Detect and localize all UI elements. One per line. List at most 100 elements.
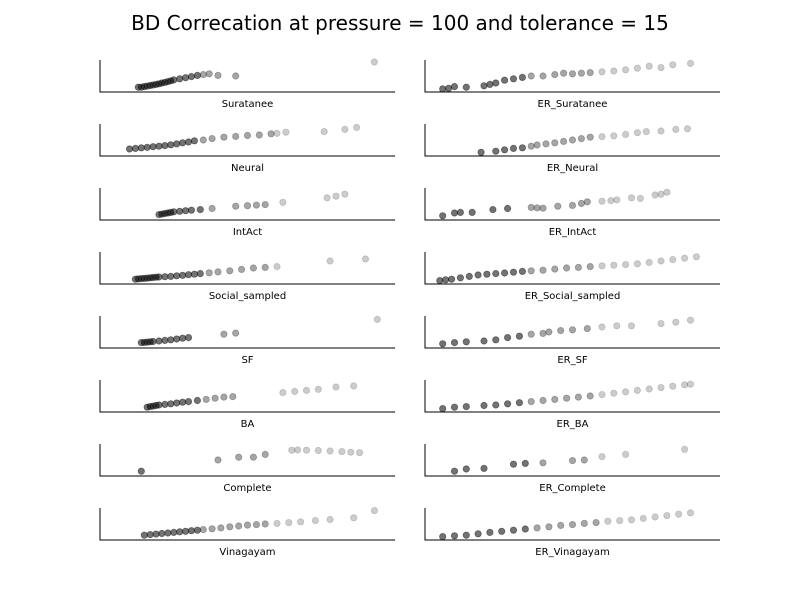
panel-label-neural: Neural: [231, 163, 264, 174]
data-point: [193, 71, 201, 80]
data-point: [462, 531, 470, 539]
panel-ba: BA: [99, 380, 395, 430]
panels: Suratanee ER_Suratanee Neural ER_Neural IntA…: [99, 58, 720, 558]
data-point: [583, 198, 591, 206]
data-point: [249, 264, 257, 272]
data-point: [450, 209, 459, 217]
data-point: [347, 448, 355, 456]
panel-axes: [424, 316, 720, 349]
data-point: [161, 400, 169, 408]
data-point: [332, 383, 340, 391]
data-point: [439, 340, 447, 348]
data-point: [568, 520, 577, 529]
data-point: [527, 330, 535, 338]
data-point: [167, 272, 175, 280]
panel-label-complete: Complete: [223, 483, 271, 494]
data-point: [465, 272, 473, 280]
data-point: [586, 262, 594, 271]
data-point: [486, 80, 494, 89]
data-point: [170, 528, 178, 537]
data-point: [193, 526, 201, 534]
data-point: [642, 128, 650, 136]
data-point: [170, 208, 178, 216]
data-point: [503, 333, 512, 342]
data-point: [176, 207, 184, 215]
panel-label-er-ba: ER_BA: [557, 419, 589, 430]
data-point: [621, 450, 630, 458]
data-point: [498, 527, 506, 535]
panel-axes: [424, 60, 720, 93]
data-point: [261, 450, 269, 458]
panel-axes: [424, 252, 720, 285]
panel-neural: Neural: [99, 123, 395, 174]
panel-label-er-social-sampled: ER_Social_sampled: [525, 291, 621, 302]
data-point: [167, 400, 175, 408]
data-point: [373, 315, 381, 323]
data-point: [252, 201, 260, 209]
panel-label-suratanee: Suratanee: [222, 99, 274, 110]
data-point: [672, 318, 680, 326]
data-point: [627, 194, 636, 202]
panel-suratanee: Suratanee: [99, 58, 395, 110]
data-point: [450, 403, 459, 411]
data-point: [285, 518, 293, 527]
panel-axes: [99, 60, 395, 93]
data-point: [539, 72, 547, 80]
data-point: [125, 145, 134, 153]
data-point: [492, 147, 500, 155]
data-point: [179, 271, 187, 279]
data-point: [686, 59, 695, 68]
data-point: [320, 128, 328, 136]
data-point: [338, 447, 346, 456]
data-point: [577, 69, 586, 77]
data-point: [657, 127, 665, 135]
data-point: [562, 264, 571, 272]
data-point: [580, 519, 588, 528]
data-point: [500, 76, 509, 84]
panel-axes: [99, 380, 395, 413]
data-point: [559, 69, 568, 77]
data-point: [261, 263, 269, 271]
data-point: [686, 380, 695, 388]
data-point: [182, 527, 190, 535]
data-point: [220, 330, 228, 338]
panel-intact: IntAct: [99, 188, 395, 238]
data-point: [680, 445, 689, 453]
data-point: [613, 196, 621, 204]
data-point: [533, 141, 541, 149]
data-point: [232, 132, 240, 140]
panel-er-complete: ER_Complete: [424, 444, 720, 494]
panel-axes: [99, 124, 395, 157]
data-point: [214, 456, 222, 464]
data-point: [500, 269, 509, 277]
panel-axes: [99, 316, 395, 349]
data-point: [551, 395, 559, 403]
data-point: [179, 139, 187, 147]
data-point: [669, 61, 677, 69]
data-point: [161, 336, 169, 344]
data-point: [450, 338, 459, 347]
panel-label-sf: SF: [241, 355, 253, 366]
data-point: [663, 188, 671, 196]
data-point: [604, 517, 612, 525]
data-point: [273, 519, 281, 528]
data-point: [243, 202, 252, 210]
data-point: [462, 402, 470, 411]
panel-label-social-sampled: Social_sampled: [209, 291, 286, 302]
data-point: [539, 266, 547, 274]
panel-axes: [424, 444, 720, 477]
data-point: [627, 322, 636, 330]
data-point: [173, 140, 181, 148]
data-point: [243, 131, 252, 140]
data-point: [610, 389, 618, 397]
data-point: [657, 257, 665, 265]
data-point: [580, 456, 588, 464]
data-point: [450, 467, 459, 475]
data-point: [669, 382, 677, 390]
data-point: [131, 144, 139, 152]
data-point: [616, 516, 624, 525]
data-point: [462, 83, 470, 91]
data-point: [551, 71, 559, 79]
data-point: [657, 383, 665, 392]
panel-sf: SF: [99, 315, 395, 366]
